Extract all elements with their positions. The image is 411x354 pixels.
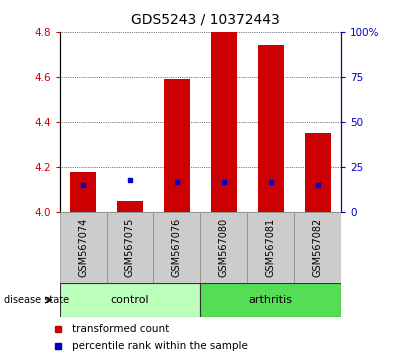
- Bar: [117, 201, 143, 212]
- Bar: [211, 32, 237, 212]
- Text: GSM567074: GSM567074: [78, 218, 88, 278]
- FancyBboxPatch shape: [247, 212, 294, 283]
- FancyBboxPatch shape: [200, 283, 341, 317]
- FancyBboxPatch shape: [60, 283, 200, 317]
- Text: GSM567081: GSM567081: [266, 218, 276, 278]
- FancyBboxPatch shape: [106, 212, 153, 283]
- Bar: [70, 172, 96, 212]
- Text: GSM567082: GSM567082: [313, 218, 323, 278]
- Text: disease state: disease state: [4, 295, 69, 305]
- Text: GSM567075: GSM567075: [125, 218, 135, 278]
- FancyBboxPatch shape: [294, 212, 341, 283]
- Text: GDS5243 / 10372443: GDS5243 / 10372443: [131, 12, 280, 27]
- FancyBboxPatch shape: [153, 212, 200, 283]
- FancyBboxPatch shape: [60, 212, 106, 283]
- Text: percentile rank within the sample: percentile rank within the sample: [72, 342, 248, 352]
- Text: transformed count: transformed count: [72, 324, 170, 334]
- Text: control: control: [111, 295, 149, 305]
- Bar: [305, 133, 330, 212]
- Bar: [164, 79, 190, 212]
- Text: GSM567076: GSM567076: [172, 218, 182, 278]
- Text: GSM567080: GSM567080: [219, 218, 229, 278]
- Text: arthritis: arthritis: [249, 295, 293, 305]
- FancyBboxPatch shape: [200, 212, 247, 283]
- Bar: [258, 45, 284, 212]
